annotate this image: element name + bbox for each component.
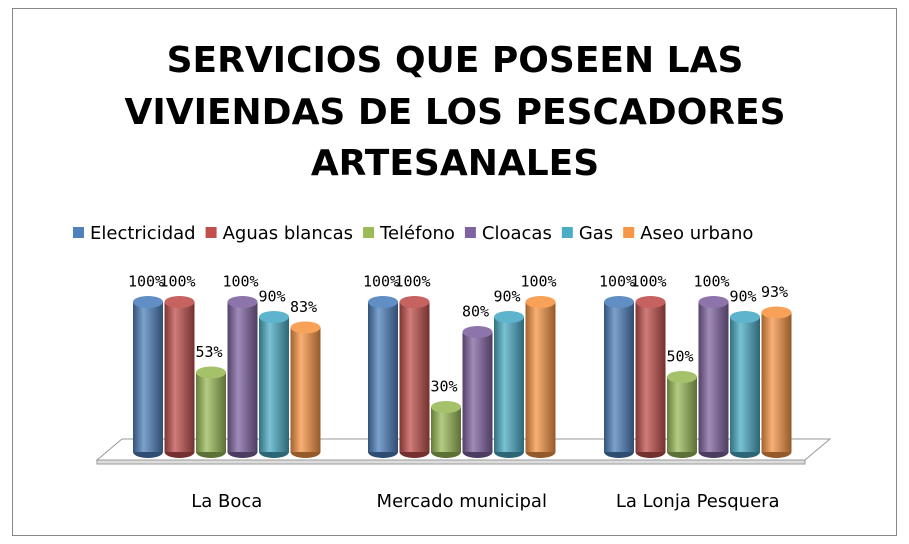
bar-top bbox=[164, 296, 195, 308]
bar-top bbox=[368, 296, 398, 308]
chart-title: VIVIENDAS DE LOS PESCADORES bbox=[124, 92, 785, 133]
bar-body bbox=[399, 302, 430, 452]
bar-body bbox=[290, 327, 321, 452]
bar-body bbox=[133, 302, 163, 452]
bar bbox=[667, 371, 697, 458]
bar bbox=[494, 311, 524, 458]
bar-body bbox=[635, 302, 666, 452]
bar-top bbox=[227, 296, 258, 308]
bar bbox=[227, 296, 258, 458]
bar-body bbox=[462, 332, 493, 452]
value-label: 100% bbox=[693, 273, 729, 291]
bar bbox=[604, 296, 634, 458]
bar bbox=[290, 321, 321, 458]
bar-top bbox=[604, 296, 634, 308]
bar bbox=[196, 366, 226, 458]
legend-label: Teléfono bbox=[379, 223, 455, 244]
value-label: 100% bbox=[128, 273, 164, 291]
bar bbox=[635, 296, 666, 458]
legend-swatch bbox=[623, 227, 635, 238]
value-label: 50% bbox=[666, 348, 693, 366]
value-label: 100% bbox=[599, 273, 635, 291]
legend-swatch bbox=[561, 227, 573, 238]
bar-top bbox=[399, 296, 430, 308]
bar-body bbox=[494, 317, 524, 452]
value-label: 100% bbox=[520, 273, 556, 291]
bar bbox=[730, 311, 760, 458]
bar-body bbox=[227, 302, 258, 452]
bar bbox=[368, 296, 398, 458]
floor-edge bbox=[96, 459, 806, 465]
bar-top bbox=[462, 326, 493, 338]
bar-body bbox=[604, 302, 634, 452]
bar-top bbox=[431, 401, 461, 413]
bar-body bbox=[431, 407, 461, 452]
bar-top bbox=[635, 296, 666, 308]
bar bbox=[133, 296, 163, 458]
bar bbox=[431, 401, 461, 458]
legend-label: Aguas blancas bbox=[223, 223, 353, 244]
chart-title: ARTESANALES bbox=[311, 143, 599, 184]
legend-label: Aseo urbano bbox=[640, 223, 753, 244]
bar bbox=[525, 296, 556, 458]
bar-body bbox=[730, 317, 760, 452]
bar-body bbox=[525, 302, 556, 452]
value-label: 100% bbox=[222, 273, 258, 291]
value-label: 93% bbox=[761, 283, 788, 301]
bar-top bbox=[259, 311, 289, 323]
chart-title: SERVICIOS QUE POSEEN LAS bbox=[167, 40, 744, 81]
bar bbox=[462, 326, 493, 458]
value-label: 100% bbox=[630, 273, 666, 291]
bar-top bbox=[196, 366, 226, 379]
bar bbox=[399, 296, 430, 458]
value-label: 90% bbox=[493, 288, 520, 306]
bar bbox=[259, 311, 289, 458]
bar bbox=[761, 306, 792, 458]
bar-top bbox=[494, 311, 524, 323]
value-label: 90% bbox=[729, 288, 756, 306]
bar-top bbox=[290, 321, 321, 334]
bar-body bbox=[196, 372, 226, 452]
bar-body bbox=[761, 312, 792, 452]
value-label: 100% bbox=[159, 273, 195, 291]
bar-body bbox=[259, 317, 289, 452]
bar-body bbox=[368, 302, 398, 452]
value-label: 83% bbox=[290, 298, 317, 316]
legend-label: Gas bbox=[579, 223, 613, 244]
value-label: 30% bbox=[430, 378, 457, 396]
x-tick-label: Mercado municipal bbox=[377, 491, 547, 512]
bar-top bbox=[133, 296, 163, 308]
bar-top bbox=[730, 311, 760, 323]
value-label: 100% bbox=[394, 273, 430, 291]
bar-body bbox=[164, 302, 195, 452]
value-label: 100% bbox=[363, 273, 399, 291]
legend-swatch bbox=[363, 227, 375, 238]
legend-label: Cloacas bbox=[482, 223, 552, 244]
value-label: 53% bbox=[195, 343, 222, 361]
bar-top bbox=[525, 296, 556, 308]
bar-top bbox=[698, 296, 729, 308]
legend-swatch bbox=[73, 227, 84, 238]
legend-swatch bbox=[464, 227, 476, 238]
bar-body bbox=[667, 377, 697, 452]
x-tick-label: La Boca bbox=[191, 491, 262, 512]
value-label: 90% bbox=[258, 288, 285, 306]
bar-top bbox=[667, 371, 697, 383]
bar bbox=[164, 296, 195, 458]
bar bbox=[698, 296, 729, 458]
legend-label: Electricidad bbox=[90, 223, 196, 244]
value-label: 80% bbox=[462, 303, 489, 321]
x-tick-label: La Lonja Pesquera bbox=[616, 491, 780, 512]
legend-swatch bbox=[205, 227, 217, 238]
bar-body bbox=[698, 302, 729, 452]
bar-top bbox=[761, 306, 792, 319]
